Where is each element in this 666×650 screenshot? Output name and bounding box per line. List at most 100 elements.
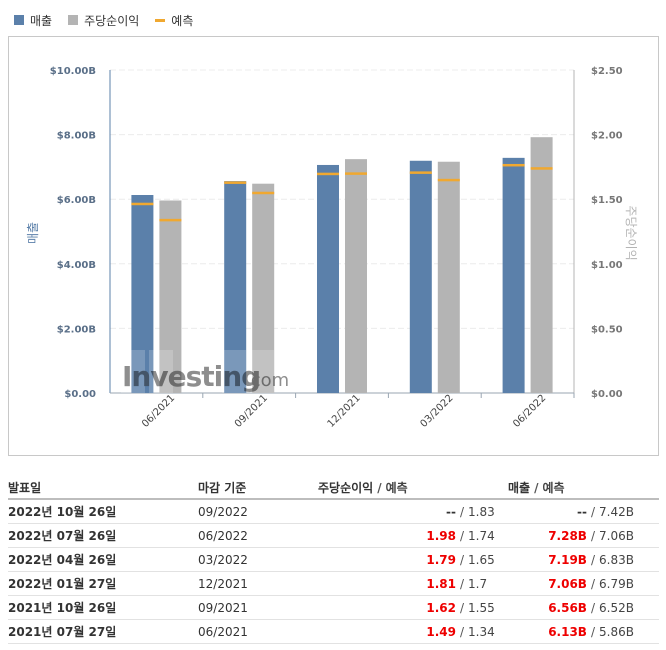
y-left-tick-label: $2.00B xyxy=(57,324,96,335)
y-left-tick-label: $4.00B xyxy=(57,260,96,271)
eps-forecast: 1.83 xyxy=(468,504,495,519)
revenue-actual: -- xyxy=(576,504,587,519)
legend-label: 예측 xyxy=(171,13,194,28)
y-right-tick-label: $1.50 xyxy=(591,195,623,206)
revenue-forecast: 7.42B xyxy=(599,504,634,519)
eps-separator: / xyxy=(459,528,464,543)
table-row: 2022년 04월 26일 03/2022 1.79/1.65 7.19B/6.83B xyxy=(8,547,659,572)
watermark-suffix: .com xyxy=(245,370,289,391)
y-right-tick-label: $2.50 xyxy=(591,66,623,77)
table-header-row: 발표일 마감 기준 주당순이익 / 예측 매출 / 예측 xyxy=(8,476,659,500)
eps-actual: -- xyxy=(445,504,456,519)
header-revenue-forecast: 예측 xyxy=(542,480,565,495)
forecast-mark xyxy=(252,191,275,195)
header-period: 마감 기준 xyxy=(198,476,318,500)
header-revenue-separator: / xyxy=(534,480,539,495)
y-left-tick-label: $6.00B xyxy=(57,195,96,206)
chart-container: $0.00 $2.00B $4.00B $6.00B $8.00B $10.00B $0.0… xyxy=(8,36,659,456)
table-row: 2022년 07월 26일 06/2022 1.98/1.74 7.28B/7.06B xyxy=(8,523,659,548)
x-tick-label: 09/2021 xyxy=(233,393,270,430)
x-tick-label: 12/2021 xyxy=(326,393,363,430)
cell-period: 03/2022 xyxy=(198,547,318,572)
legend-swatch xyxy=(68,15,79,25)
x-tick-label: 06/2021 xyxy=(140,393,177,430)
watermark-block xyxy=(121,350,145,393)
cell-date: 2021년 10월 26일 xyxy=(8,595,198,620)
cell-revenue: 7.19B/ 6.83B xyxy=(508,547,659,572)
table-row: 2022년 10월 26일 09/2022 --/1.83 --/7.42B xyxy=(8,499,659,524)
eps-bar xyxy=(437,161,460,393)
x-tick-label: 03/2022 xyxy=(418,393,455,430)
eps-actual: 1.81 xyxy=(426,576,456,591)
investing-watermark: Investing.com xyxy=(121,350,289,393)
eps-separator: / xyxy=(459,576,464,591)
cell-revenue: 6.13B/ 5.86B xyxy=(508,619,659,644)
revenue-actual: 7.28B xyxy=(548,528,587,543)
watermark-block xyxy=(250,350,274,393)
cell-period: 09/2021 xyxy=(198,595,318,620)
cell-date: 2022년 04월 26일 xyxy=(8,547,198,572)
eps-separator: / xyxy=(459,600,464,615)
eps-forecast: 1.7 xyxy=(468,576,488,591)
revenue-bar xyxy=(317,164,339,393)
y-right-axis-title: 주당순이익 xyxy=(624,205,638,260)
header-eps-separator: / xyxy=(377,480,382,495)
revenue-forecast: 6.52B xyxy=(599,600,634,615)
eps-bar xyxy=(252,183,275,393)
cell-revenue: --/ 7.42B xyxy=(508,499,659,524)
revenue-bar xyxy=(224,181,247,393)
x-tick-label: 06/2022 xyxy=(511,393,548,430)
forecast-mark xyxy=(530,167,553,170)
forecast-mark xyxy=(437,178,460,182)
revenue-forecast: 5.86B xyxy=(599,624,634,639)
eps-separator: / xyxy=(459,624,464,639)
legend-item[interactable]: 매출 xyxy=(14,12,52,29)
eps-actual: 1.62 xyxy=(426,600,456,615)
cell-revenue: 6.56B/ 6.52B xyxy=(508,595,659,620)
forecast-mark xyxy=(159,218,182,222)
watermark-brand: Investing xyxy=(122,360,260,393)
cell-eps: 1.62/ 1.55 xyxy=(318,595,508,620)
forecast-mark xyxy=(502,163,525,167)
cell-date: 2022년 07월 26일 xyxy=(8,523,198,548)
earnings-chart: $0.00 $2.00B $4.00B $6.00B $8.00B $10.00B $0.0… xyxy=(26,66,638,430)
chart-legend: 매출 주당순이익 예측 xyxy=(14,10,209,30)
legend-item[interactable]: 주당순이익 xyxy=(68,12,139,29)
cell-period: 06/2022 xyxy=(198,523,318,548)
cell-date: 2022년 10월 26일 xyxy=(8,499,198,524)
eps-bar xyxy=(345,159,367,393)
header-revenue: 매출 / 예측 xyxy=(508,476,659,500)
header-eps: 주당순이익 / 예측 xyxy=(318,476,508,500)
cell-eps: 1.49/ 1.34 xyxy=(318,619,508,644)
eps-actual: 1.49 xyxy=(426,624,456,639)
forecast-mark xyxy=(317,172,339,176)
revenue-actual: 7.06B xyxy=(548,576,587,591)
revenue-separator: / xyxy=(590,624,595,639)
revenue-bar xyxy=(502,157,525,393)
revenue-actual: 6.56B xyxy=(548,600,587,615)
legend-item[interactable]: 예측 xyxy=(155,12,193,29)
eps-actual: 1.79 xyxy=(426,552,456,567)
forecast-mark xyxy=(345,172,367,175)
y-left-tick-label: $8.00B xyxy=(57,131,96,142)
table-body: 2022년 10월 26일 09/2022 --/1.83 --/7.42B 2022년… xyxy=(8,499,659,644)
revenue-separator: / xyxy=(590,504,595,519)
revenue-bar xyxy=(131,195,154,393)
legend-label: 주당순이익 xyxy=(84,13,140,28)
forecast-mark xyxy=(224,181,247,184)
y-left-tick-label: $10.00B xyxy=(50,66,96,77)
cell-revenue: 7.06B/ 6.79B xyxy=(508,571,659,596)
eps-bar xyxy=(530,137,553,393)
eps-separator: / xyxy=(459,552,464,567)
forecast-mark xyxy=(409,171,432,174)
cell-period: 09/2022 xyxy=(198,499,318,524)
revenue-forecast: 7.06B xyxy=(599,528,634,543)
table-row: 2021년 07월 27일 06/2021 1.49/1.34 6.13B/5.86B xyxy=(8,619,659,644)
revenue-separator: / xyxy=(590,552,595,567)
y-right-tick-label: $1.00 xyxy=(591,260,623,271)
header-revenue-label: 매출 xyxy=(508,480,531,495)
cell-revenue: 7.28B/ 7.06B xyxy=(508,523,659,548)
cell-eps: --/ 1.83 xyxy=(318,499,508,524)
revenue-separator: / xyxy=(590,600,595,615)
cell-date: 2022년 01월 27일 xyxy=(8,571,198,596)
